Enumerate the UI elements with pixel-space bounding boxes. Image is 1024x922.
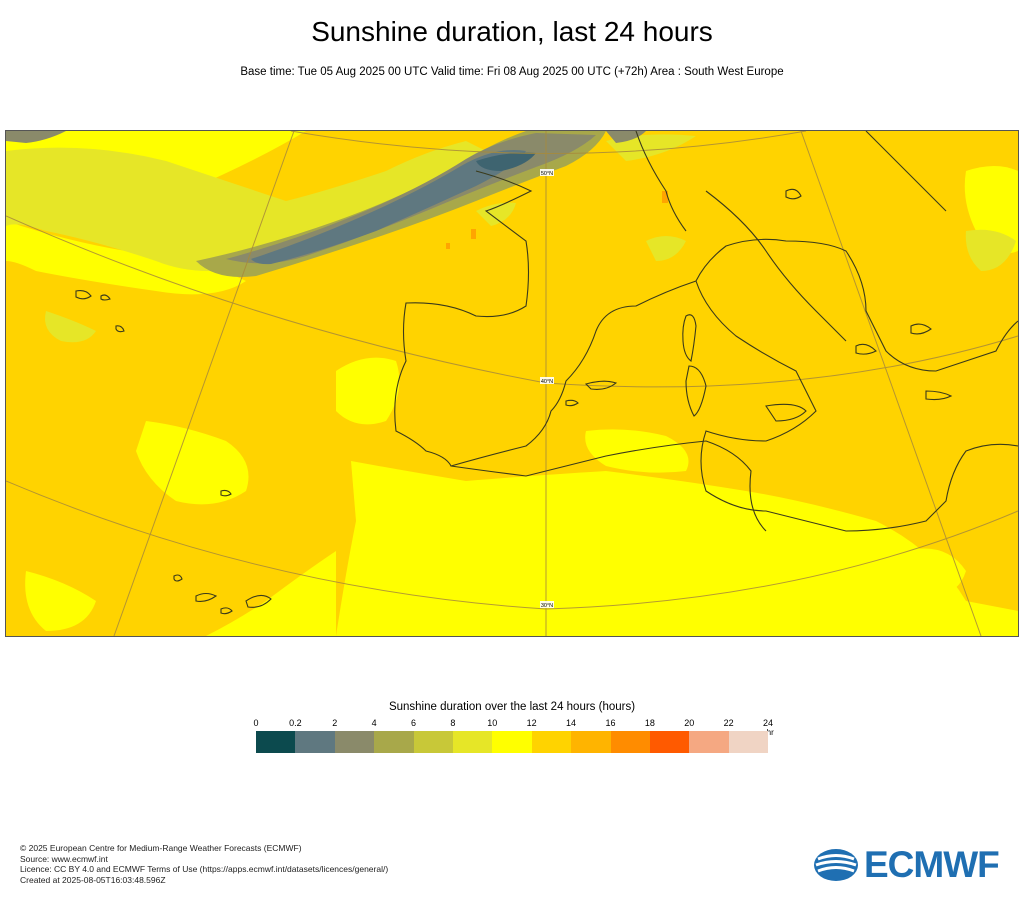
legend-swatch	[492, 731, 532, 753]
latitude-labels: 50°N 40°N 30°N	[540, 169, 554, 609]
lat-label-30: 30°N	[541, 603, 553, 609]
legend-colorbar	[256, 731, 769, 753]
coastlines	[394, 131, 1018, 532]
legend-swatch	[413, 731, 453, 753]
footer: © 2025 European Centre for Medium-Range …	[20, 843, 388, 885]
legend-swatch	[256, 731, 296, 753]
ecmwf-logo-icon	[814, 849, 858, 881]
islands	[75, 188, 953, 615]
legend-swatch	[728, 731, 769, 753]
sunshine-map: 50°N 40°N 30°N	[5, 130, 1019, 637]
legend-tick-label: 14	[566, 718, 577, 728]
legend-ticks: 0 0.2 2 4 6 8 10 12 14 16 18 20 22 24	[253, 718, 773, 730]
low-sunshine-band	[6, 131, 646, 277]
legend-tick-label: 12	[526, 718, 537, 728]
chart-subtitle: Base time: Tue 05 Aug 2025 00 UTC Valid …	[240, 66, 784, 78]
legend-swatch	[295, 731, 335, 753]
legend-swatch	[571, 731, 611, 753]
legend-unit: -hr	[764, 728, 774, 737]
azores	[75, 290, 92, 300]
legend-tick-label: 0.2	[289, 718, 302, 728]
legend-tick-label: 4	[371, 718, 377, 728]
madeira	[220, 489, 232, 497]
legend-tick-label: 18	[644, 718, 655, 728]
lat-label-50: 50°N	[541, 171, 553, 177]
lat-label-40: 40°N	[541, 379, 553, 385]
legend-swatch	[531, 731, 572, 753]
legend-swatch	[689, 731, 729, 753]
legend-tick-label: 16	[605, 718, 616, 728]
chart-title: Sunshine duration, last 24 hours	[311, 16, 713, 47]
map-svg: 50°N 40°N 30°N	[6, 131, 1018, 636]
legend-swatch	[649, 731, 690, 753]
ecmwf-logo-text: ECMWF	[864, 844, 1000, 885]
ecmwf-logo: ECMWF	[812, 844, 1008, 885]
corsica-sardinia	[682, 314, 697, 362]
balearics	[584, 380, 618, 390]
legend-tick-label: 8	[450, 718, 456, 728]
footer-copyright: © 2025 European Centre for Medium-Range …	[20, 843, 302, 853]
sicily	[765, 403, 807, 422]
legend-tick-label: 10	[487, 718, 498, 728]
legend-tick-label: 6	[411, 718, 417, 728]
legend-title: Sunshine duration over the last 24 hours…	[388, 701, 636, 713]
legend-swatch	[610, 731, 650, 753]
bright-sunshine-areas	[6, 131, 1018, 636]
legend-tick-label: 20	[684, 718, 695, 728]
legend-swatch	[374, 731, 414, 753]
canaries	[195, 592, 218, 602]
legend-tick-label: 22	[723, 718, 734, 728]
legend-tick-label: 0	[253, 718, 259, 728]
legend-swatch	[334, 731, 375, 753]
legend-tick-label: 2	[332, 718, 338, 728]
crete	[925, 390, 953, 401]
legend-tick-label: 24	[762, 718, 774, 728]
moderate-sunshine-areas	[6, 134, 1016, 343]
legend-swatch	[452, 731, 493, 753]
footer-licence: Licence: CC BY 4.0 and ECMWF Terms of Us…	[20, 864, 389, 874]
footer-source: Source: www.ecmwf.int	[20, 853, 108, 864]
footer-created: Created at 2025-08-05T16:03:48.596Z	[20, 874, 166, 885]
high-sunshine-spots	[446, 191, 668, 249]
